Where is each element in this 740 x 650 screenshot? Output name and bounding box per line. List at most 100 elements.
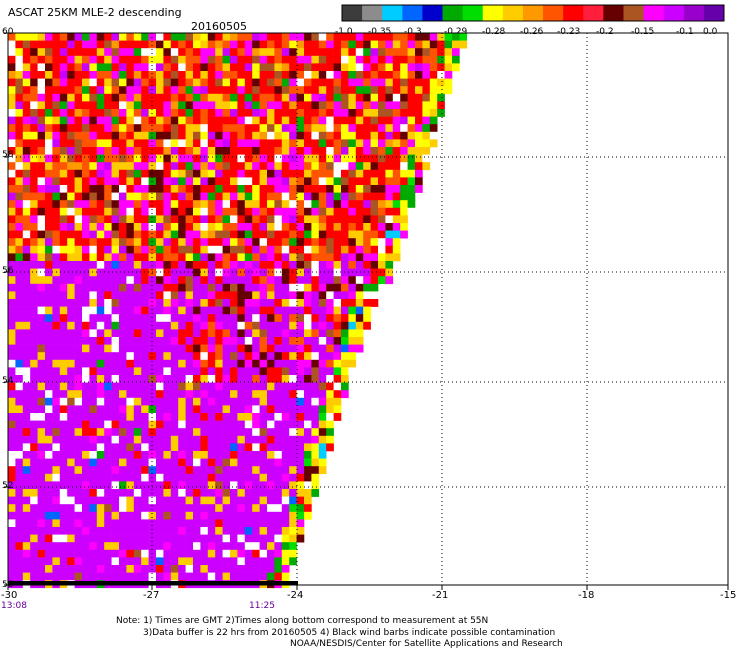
data-cell	[378, 147, 386, 155]
data-cell	[289, 291, 297, 300]
data-cell	[311, 177, 320, 186]
data-cell	[52, 101, 61, 110]
data-cell	[230, 451, 238, 459]
data-cell	[67, 458, 75, 467]
data-cell	[230, 337, 238, 345]
data-cell	[37, 519, 46, 528]
data-cell	[111, 473, 120, 482]
data-cell	[170, 466, 179, 475]
data-cell	[133, 344, 142, 353]
data-cell	[296, 451, 305, 459]
data-cell	[59, 405, 68, 414]
data-cell	[392, 116, 401, 125]
data-cell	[244, 314, 253, 323]
lat-label-60: 60	[2, 27, 14, 37]
data-cell	[74, 565, 83, 573]
data-cell	[296, 344, 305, 353]
data-cell	[148, 192, 157, 201]
data-cell	[22, 572, 31, 581]
data-cell	[126, 375, 135, 383]
data-cell	[126, 451, 135, 459]
data-cell	[67, 139, 75, 148]
data-cell	[244, 443, 253, 452]
data-cell	[111, 405, 120, 414]
data-cell	[141, 458, 149, 467]
data-cell	[96, 504, 105, 513]
data-cell	[193, 40, 201, 49]
data-cell	[96, 192, 105, 201]
data-cell	[178, 93, 186, 102]
data-cell	[185, 352, 194, 361]
data-cell	[215, 451, 223, 459]
data-cell	[237, 245, 246, 254]
data-cell	[400, 78, 408, 87]
data-cell	[200, 124, 209, 133]
data-cell	[37, 344, 46, 353]
data-cell	[304, 321, 312, 330]
data-cell	[96, 321, 105, 330]
data-cell	[355, 109, 364, 117]
data-cell	[244, 527, 253, 535]
data-cell	[119, 344, 127, 353]
data-cell	[37, 306, 46, 315]
data-cell	[311, 86, 320, 95]
data-cell	[163, 557, 172, 566]
data-cell	[111, 169, 120, 178]
data-cell	[252, 177, 260, 186]
data-cell	[318, 116, 327, 125]
data-cell	[163, 314, 172, 323]
data-cell	[45, 86, 53, 95]
data-cell	[392, 245, 401, 254]
data-cell	[267, 527, 275, 535]
data-cell	[348, 230, 357, 239]
data-cell	[170, 93, 179, 102]
data-cell	[215, 177, 223, 186]
data-cell	[304, 299, 312, 307]
data-cell	[22, 78, 31, 87]
data-cell	[193, 283, 201, 292]
data-cell	[422, 147, 431, 155]
data-cell	[400, 177, 408, 186]
data-cell	[74, 451, 83, 459]
data-cell	[45, 40, 53, 49]
data-cell	[407, 55, 416, 64]
data-cell	[67, 261, 75, 269]
data-cell	[378, 261, 386, 269]
data-cell	[163, 101, 172, 110]
data-cell	[30, 238, 38, 247]
data-cell	[111, 230, 120, 239]
data-cell	[59, 306, 68, 315]
data-cell	[318, 215, 327, 224]
data-cell	[267, 162, 275, 171]
data-cell	[67, 109, 75, 117]
data-cell	[429, 71, 438, 79]
data-cell	[304, 375, 312, 383]
data-cell	[281, 443, 290, 452]
data-cell	[193, 428, 201, 437]
data-cell	[96, 489, 105, 497]
data-cell	[281, 131, 290, 140]
data-cell	[333, 337, 342, 345]
data-cell	[15, 519, 24, 528]
data-cell	[230, 306, 238, 315]
data-cell	[111, 276, 120, 285]
data-cell	[385, 268, 394, 277]
data-cell	[104, 420, 112, 429]
data-cell	[244, 48, 253, 57]
data-cell	[111, 86, 120, 95]
data-cell	[170, 253, 179, 262]
data-cell	[296, 78, 305, 87]
data-cell	[207, 86, 216, 95]
data-cell	[207, 185, 216, 193]
data-cell	[244, 542, 253, 551]
data-cell	[141, 245, 149, 254]
data-cell	[311, 147, 320, 155]
data-cell	[148, 33, 157, 41]
data-cell	[133, 268, 142, 277]
data-cell	[259, 200, 268, 209]
data-cell	[244, 245, 253, 254]
data-cell	[89, 329, 98, 338]
data-cell	[148, 261, 157, 269]
data-cell	[348, 207, 357, 216]
data-cell	[452, 40, 460, 49]
